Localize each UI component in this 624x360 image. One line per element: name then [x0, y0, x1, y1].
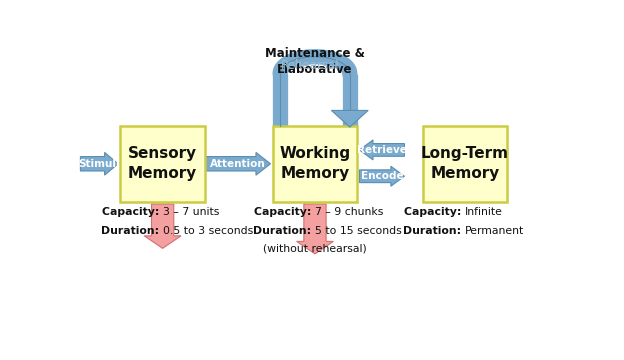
Text: Duration:: Duration:	[253, 226, 315, 235]
Text: 0.5 to 3 seconds: 0.5 to 3 seconds	[163, 226, 253, 235]
Text: 5 to 15 seconds: 5 to 15 seconds	[315, 226, 402, 235]
Text: 3 – 7 units: 3 – 7 units	[163, 207, 219, 217]
Text: Duration:: Duration:	[100, 226, 163, 235]
Polygon shape	[359, 166, 404, 186]
Polygon shape	[331, 111, 368, 127]
Text: Sensory
Memory: Sensory Memory	[128, 147, 197, 181]
Text: Permanent: Permanent	[465, 226, 524, 235]
Text: (without rehearsal): (without rehearsal)	[263, 244, 367, 253]
Text: Capacity:: Capacity:	[404, 207, 465, 217]
Text: Rehearsal: Rehearsal	[281, 59, 339, 72]
Polygon shape	[80, 152, 118, 175]
Text: Working
Memory: Working Memory	[280, 147, 351, 181]
Polygon shape	[296, 204, 333, 254]
Text: Duration:: Duration:	[403, 226, 465, 235]
Polygon shape	[144, 204, 181, 248]
Text: Capacity:: Capacity:	[254, 207, 315, 217]
FancyBboxPatch shape	[273, 126, 358, 202]
Text: Stimuli: Stimuli	[79, 159, 120, 169]
Text: Capacity:: Capacity:	[102, 207, 163, 217]
FancyBboxPatch shape	[422, 126, 507, 202]
Text: Forgotten: Forgotten	[128, 185, 197, 198]
Polygon shape	[206, 152, 270, 175]
Text: Maintenance &
Elaborative: Maintenance & Elaborative	[265, 48, 365, 76]
Text: Forgotten: Forgotten	[280, 185, 349, 198]
Text: Long-Term
Memory: Long-Term Memory	[421, 147, 509, 181]
Text: 7 – 9 chunks: 7 – 9 chunks	[315, 207, 383, 217]
Text: Infinite: Infinite	[465, 207, 503, 217]
Text: Encode: Encode	[361, 171, 403, 181]
Text: Retrieve: Retrieve	[357, 145, 407, 155]
Text: Attention: Attention	[210, 159, 266, 169]
FancyBboxPatch shape	[120, 126, 205, 202]
Polygon shape	[359, 140, 404, 160]
